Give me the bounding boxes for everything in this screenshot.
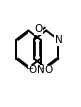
Text: O: O [28,65,37,75]
Text: O: O [34,24,42,34]
Text: O: O [45,65,53,75]
Text: −: − [26,64,33,73]
Text: +: + [40,64,47,73]
Text: N: N [55,35,62,45]
Text: N: N [37,65,44,75]
